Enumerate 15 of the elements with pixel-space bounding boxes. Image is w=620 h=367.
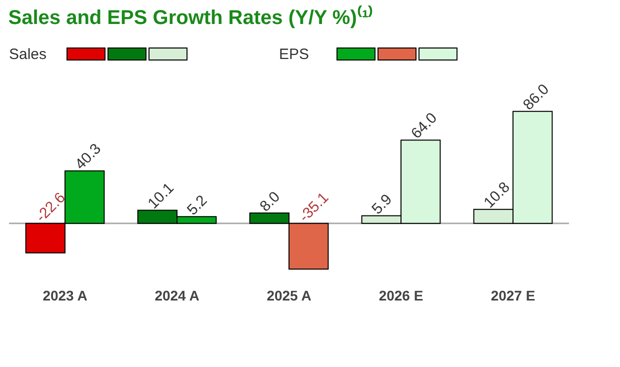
legend-label: Sales	[9, 46, 47, 63]
x-tick-label: 2024 A	[154, 288, 200, 304]
data-label: 5.9	[368, 191, 396, 218]
x-tick-label: 2025 A	[266, 288, 312, 304]
data-label: 8.0	[256, 188, 284, 216]
data-label: 40.3	[72, 140, 105, 174]
data-label: 10.1	[144, 180, 178, 212]
x-tick-label: 2027 E	[490, 288, 536, 304]
legend-label: EPS	[279, 46, 310, 63]
data-label: 86.0	[520, 80, 553, 114]
x-tick-label: 2026 E	[378, 288, 424, 304]
data-label: 5.2	[184, 192, 211, 219]
data-label: 64.0	[408, 110, 441, 142]
chart-title: Sales and EPS Growth Rates (Y/Y %)⁽¹⁾	[8, 5, 374, 29]
x-tick-label: 2023 A	[42, 288, 88, 304]
